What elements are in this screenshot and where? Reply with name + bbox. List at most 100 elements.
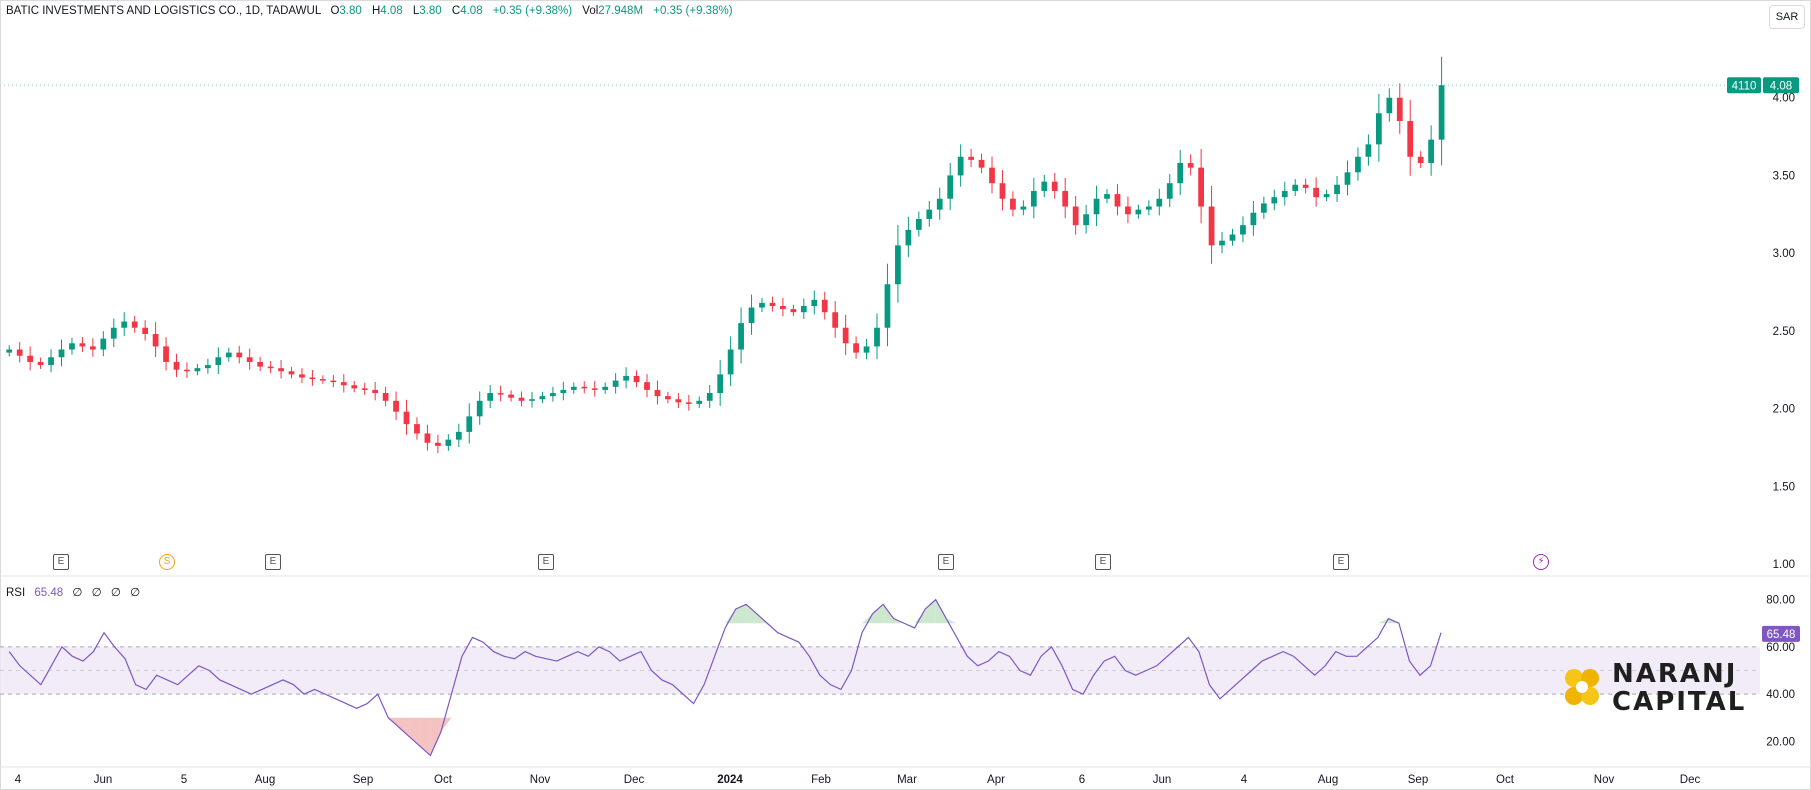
candle — [487, 393, 494, 401]
logo-mark-icon — [1565, 669, 1599, 705]
price-axis-tick: 3.50 — [1773, 170, 1795, 182]
earnings-event-icon[interactable]: E — [1333, 554, 1349, 570]
candle — [1051, 181, 1058, 191]
price-axis-tick: 4.00 — [1773, 93, 1795, 105]
candle — [372, 389, 379, 394]
candle — [267, 366, 274, 369]
rsi-overbought-fill — [725, 609, 736, 624]
candle — [644, 382, 650, 390]
close-value: 4.08 — [460, 5, 483, 17]
candle — [957, 156, 964, 176]
candle — [759, 302, 765, 308]
time-axis-tick: Jun — [94, 774, 113, 786]
candle — [299, 374, 305, 378]
candle — [1187, 162, 1194, 168]
time-axis-tick: Dec — [624, 774, 645, 786]
candle — [560, 389, 567, 394]
earnings-event-icon[interactable]: E — [938, 554, 954, 570]
candle — [89, 346, 96, 350]
candle — [874, 327, 880, 347]
rsi-axis-tick: 40.00 — [1766, 689, 1795, 701]
candle — [1355, 156, 1361, 173]
candle — [476, 400, 483, 417]
candle — [581, 386, 588, 389]
candle — [706, 393, 713, 401]
candle — [257, 361, 264, 367]
candle — [16, 349, 23, 356]
candle — [989, 167, 995, 184]
low-key: L — [412, 5, 420, 17]
candle — [1365, 144, 1372, 157]
candle — [309, 377, 316, 380]
candle — [1083, 214, 1089, 226]
rsi-overbought-fill — [746, 604, 757, 624]
candle — [6, 349, 13, 353]
currency-button[interactable]: SAR — [1769, 5, 1805, 29]
candle — [539, 396, 546, 400]
candle — [696, 400, 703, 404]
candle — [163, 346, 169, 362]
candle — [497, 393, 504, 395]
candle — [508, 394, 514, 398]
rsi-band — [0, 646, 1760, 695]
earnings-event-icon[interactable]: E — [53, 554, 69, 570]
earnings-event-icon[interactable]: E — [1095, 554, 1111, 570]
candle — [1062, 190, 1069, 207]
candle — [1166, 183, 1173, 199]
candle — [895, 245, 901, 285]
naranj-capital-logo: NARANJ CAPITAL — [1562, 660, 1746, 716]
candle — [1417, 156, 1424, 163]
rsi-name: RSI — [6, 587, 26, 599]
candle — [654, 389, 661, 397]
candle — [790, 309, 797, 313]
candle — [999, 183, 1006, 199]
rsi-axis-tick: 20.00 — [1766, 736, 1795, 748]
time-axis-tick: Apr — [987, 774, 1005, 786]
rsi-overbought-fill — [925, 599, 936, 624]
rsi-value-badge-label: 65.48 — [1767, 629, 1796, 641]
candle — [1041, 181, 1048, 191]
candle — [1386, 97, 1393, 114]
time-axis-tick: Jun — [1153, 774, 1172, 786]
split-event-icon[interactable]: S — [159, 554, 175, 570]
candle — [330, 380, 337, 383]
rsi-axis-tick: 60.00 — [1766, 642, 1795, 654]
candle — [1323, 194, 1330, 198]
rsi-oversold-fill — [419, 717, 431, 756]
earnings-event-icon[interactable]: E — [265, 554, 281, 570]
time-axis-tick: 4 — [1241, 774, 1248, 786]
candle — [612, 380, 619, 387]
candle — [1020, 206, 1027, 210]
candle — [382, 393, 389, 401]
candle — [1407, 121, 1414, 157]
symbol-badge-label: 4110 — [1732, 80, 1757, 92]
time-axis-tick: Oct — [434, 774, 453, 786]
candle — [79, 343, 86, 347]
rsi-value: 65.48 — [34, 587, 64, 599]
candle — [685, 402, 692, 404]
candle — [529, 399, 535, 401]
candle — [821, 299, 828, 313]
candle — [623, 375, 629, 381]
rsi-overbought-fill — [735, 604, 747, 624]
candle — [727, 349, 734, 375]
candle — [1344, 172, 1351, 185]
candle — [1240, 225, 1246, 235]
candle — [455, 431, 462, 440]
symbol-badge — [1727, 77, 1761, 94]
candle — [320, 379, 326, 381]
candle — [69, 343, 75, 350]
candle — [340, 382, 347, 386]
rsi-value-badge — [1762, 625, 1800, 642]
candle — [278, 368, 284, 372]
candle — [1313, 187, 1319, 198]
candle — [717, 374, 724, 394]
candle — [1114, 194, 1121, 207]
volume-key: Vol — [582, 5, 599, 17]
flash-event-icon[interactable]: ⚡ — [1533, 554, 1549, 570]
rsi-placeholder: ∅ — [110, 587, 121, 599]
earnings-event-icon[interactable]: E — [538, 554, 554, 570]
candle — [1334, 184, 1340, 195]
candle — [445, 439, 452, 446]
